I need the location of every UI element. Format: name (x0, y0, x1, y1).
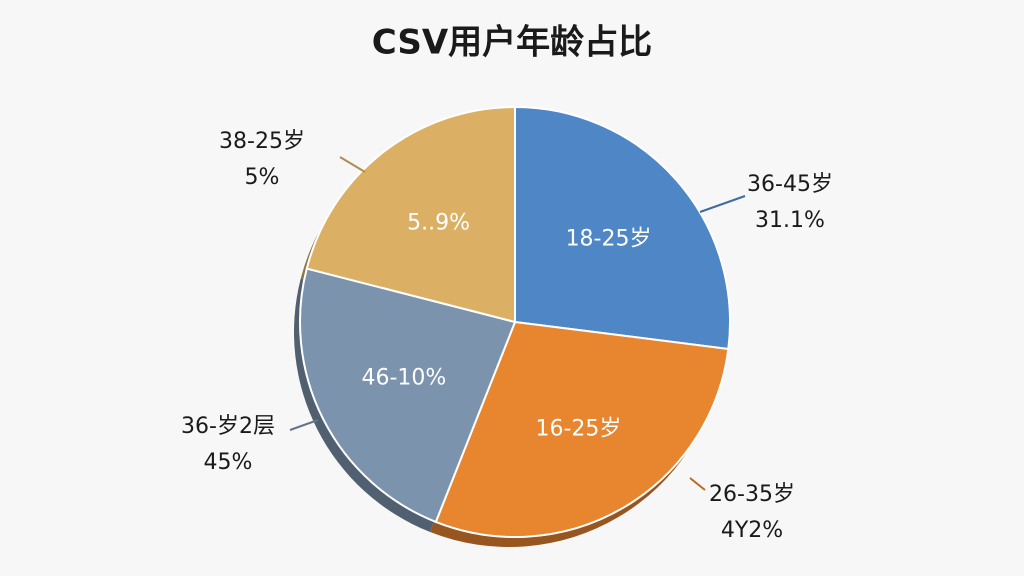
slice (299, 267, 517, 524)
outer-label: 26-35岁 (709, 482, 795, 507)
slice (305, 105, 516, 324)
inner-label: 16-25岁 (536, 416, 622, 441)
inner-label: 18-25岁 (566, 227, 652, 252)
leader-line (689, 477, 706, 491)
leader-line (289, 419, 319, 431)
outer-value: 4Y2% (721, 518, 783, 543)
outer-label: 38-25岁 (219, 129, 305, 154)
slice (514, 105, 731, 351)
outer-label: 36-45岁 (747, 172, 833, 197)
chart-title: CSV用户年龄占比 (372, 23, 652, 63)
leader-line (339, 156, 366, 173)
slice (434, 320, 730, 538)
outer-value: 5% (245, 165, 280, 190)
outer-value: 45% (204, 450, 253, 475)
inner-label: 5..9% (407, 210, 470, 235)
leader-line (699, 195, 746, 213)
outer-value: 31.1% (755, 208, 825, 233)
inner-label: 46-10% (361, 366, 446, 391)
outer-label: 36-岁2层 (181, 414, 275, 439)
